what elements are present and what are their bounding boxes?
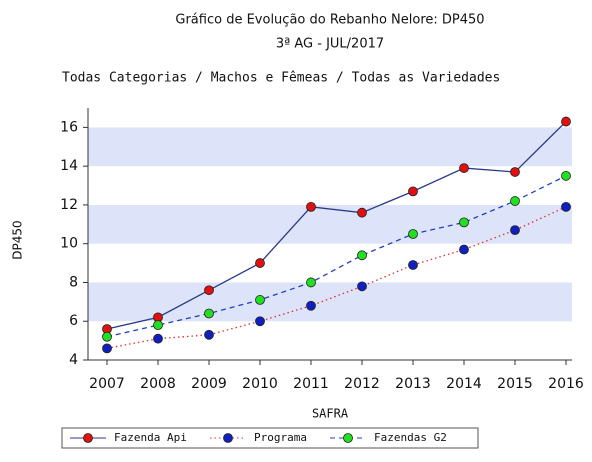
plot-band <box>88 204 572 244</box>
y-tick-label: 4 <box>69 352 78 368</box>
y-tick-label: 14 <box>60 158 78 174</box>
plot-band <box>88 243 572 283</box>
point <box>204 329 214 340</box>
plot-band <box>88 282 572 322</box>
point <box>102 331 112 342</box>
chart-subtitle: 3ª AG - JUL/2017 <box>276 37 384 52</box>
point <box>255 316 265 327</box>
plot-band <box>88 127 572 167</box>
legend-label: Fazenda Api <box>114 431 187 444</box>
y-tick-label: 10 <box>60 236 78 252</box>
x-axis-label: SAFRA <box>312 407 349 421</box>
x-tick-label: 2010 <box>242 376 278 392</box>
series-line <box>106 206 567 350</box>
legend-label: Programa <box>254 431 307 444</box>
point <box>204 308 214 319</box>
point <box>153 320 163 331</box>
point <box>153 333 163 344</box>
point <box>357 281 367 292</box>
legend-label: Fazendas G2 <box>374 431 447 444</box>
y-axis-label: DP450 <box>11 220 25 259</box>
point <box>510 196 520 206</box>
point <box>561 170 571 181</box>
point <box>255 258 265 268</box>
series-line <box>106 121 567 330</box>
point <box>510 167 520 177</box>
x-tick-label: 2007 <box>89 376 125 392</box>
point <box>510 225 520 236</box>
point <box>459 244 469 255</box>
x-tick-label: 2014 <box>446 376 482 392</box>
x-tick-label: 2009 <box>191 376 227 392</box>
legend-marker <box>83 433 93 443</box>
x-tick-label: 2016 <box>548 376 584 392</box>
x-tick-label: 2008 <box>140 376 176 392</box>
point <box>306 300 316 311</box>
point <box>408 186 418 197</box>
point <box>102 343 112 354</box>
x-tick-label: 2015 <box>497 376 533 392</box>
point <box>561 116 571 127</box>
y-tick-label: 16 <box>60 119 78 135</box>
x-tick-label: 2012 <box>344 376 380 392</box>
y-tick-label: 6 <box>69 313 78 329</box>
x-tick-label: 2013 <box>395 376 431 392</box>
chart-title: Gráfico de Evolução do Rebanho Nelore: D… <box>175 13 484 28</box>
plot-band <box>88 321 572 360</box>
legend-marker <box>223 433 233 443</box>
legend-box <box>61 427 479 449</box>
legend-marker <box>343 433 353 443</box>
point <box>561 201 571 212</box>
plot-band <box>88 108 572 128</box>
y-tick-label: 12 <box>60 197 78 213</box>
point <box>357 250 367 261</box>
filter-text: Todas Categorias / Machos e Fêmeas / Tod… <box>62 71 500 86</box>
y-tick-label: 8 <box>69 274 78 290</box>
point <box>255 295 265 305</box>
point <box>306 277 316 288</box>
x-tick-label: 2011 <box>293 376 329 392</box>
point <box>204 285 214 296</box>
point <box>357 207 367 218</box>
point <box>408 260 418 270</box>
point <box>408 229 418 239</box>
point <box>459 163 469 173</box>
point <box>459 217 469 228</box>
point <box>306 201 316 212</box>
plot-band <box>88 166 572 205</box>
